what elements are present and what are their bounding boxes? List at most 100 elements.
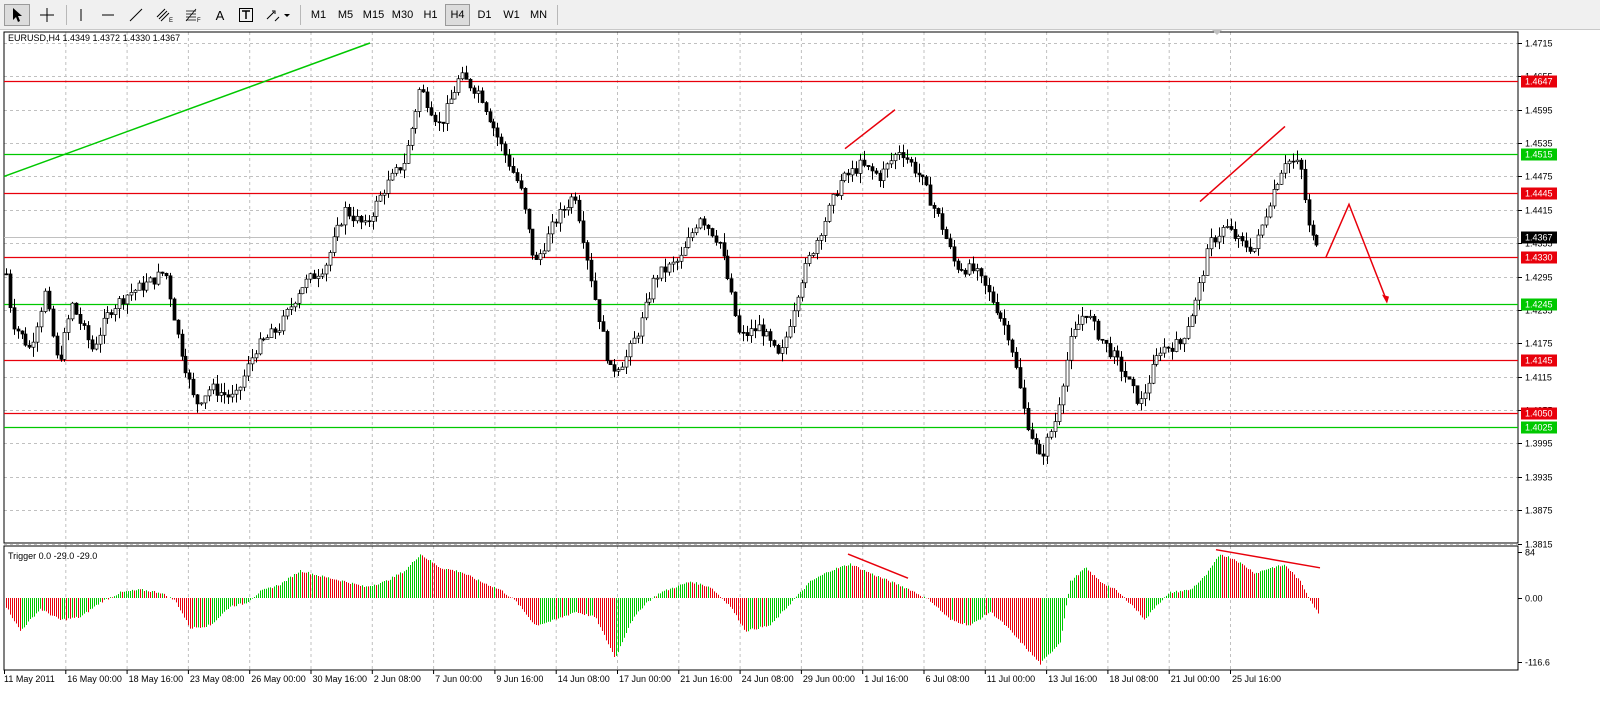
candle: [831, 193, 836, 214]
svg-text:F: F: [197, 18, 201, 23]
equidistant-channel-icon[interactable]: E: [152, 4, 178, 26]
candle: [183, 348, 188, 378]
candle: [1268, 202, 1273, 219]
timeframe-h4[interactable]: H4: [445, 4, 470, 26]
candle: [51, 305, 56, 338]
candle: [757, 315, 762, 332]
candle: [956, 258, 961, 274]
candle: [569, 193, 574, 214]
indicator-tick: 0.00: [1525, 594, 1543, 604]
candle: [1311, 220, 1316, 241]
candle: [772, 339, 777, 348]
candle: [1061, 383, 1066, 414]
time-label: 30 May 16:00: [313, 674, 368, 684]
timeframe-m5[interactable]: M5: [337, 9, 354, 21]
candle: [390, 168, 395, 181]
candle: [1166, 346, 1171, 353]
text-label-icon[interactable]: [234, 4, 258, 26]
candle: [367, 215, 372, 228]
candle: [417, 87, 422, 118]
timeframe-m15[interactable]: M15: [362, 9, 385, 21]
candle: [991, 286, 996, 305]
candle: [12, 298, 17, 335]
price-divergence-line[interactable]: [1199, 125, 1286, 203]
candle: [706, 224, 711, 236]
candle: [1275, 182, 1280, 191]
candle: [308, 272, 313, 284]
arrows-icon[interactable]: [262, 4, 294, 26]
candle: [1236, 234, 1241, 248]
candle: [655, 274, 660, 288]
candle: [293, 301, 298, 312]
candle: [690, 228, 695, 242]
candle: [768, 328, 773, 348]
trendline-icon[interactable]: [124, 4, 148, 26]
candle: [1240, 232, 1245, 247]
indicator-divergence-line[interactable]: [1215, 548, 1321, 569]
candle: [1186, 317, 1191, 340]
candle: [195, 394, 200, 413]
candle: [909, 156, 914, 167]
price-divergence-line[interactable]: [844, 109, 896, 150]
candle: [1244, 232, 1249, 253]
cursor-icon[interactable]: [4, 4, 30, 26]
candle: [803, 257, 808, 288]
price-tag-label: 1.4330: [1525, 253, 1553, 263]
price-tick: 1.4475: [1525, 172, 1553, 182]
candle: [683, 241, 688, 256]
vertical-line-icon[interactable]: [70, 4, 92, 26]
timeframe-w1[interactable]: W1: [503, 9, 520, 21]
forecast-arrow[interactable]: [1325, 202, 1389, 304]
price-tag: [1521, 75, 1557, 88]
candle: [117, 295, 122, 319]
time-label: 7 Jun 00:00: [435, 674, 482, 684]
candle: [1162, 338, 1167, 358]
trigger-histogram: [6, 554, 1319, 665]
candle: [335, 217, 340, 241]
price-tick: 1.4415: [1525, 206, 1553, 216]
horizontal-line-icon[interactable]: [96, 4, 120, 26]
candle: [191, 372, 196, 398]
indicator-info: Trigger 0.0 -29.0 -29.0: [8, 551, 97, 561]
candle: [1127, 376, 1132, 380]
price-chart[interactable]: 1.47151.46551.45951.45351.44751.44151.43…: [0, 30, 1600, 703]
candle: [589, 252, 594, 288]
candle: [121, 295, 126, 310]
candle: [749, 319, 754, 343]
indicator-divergence-line[interactable]: [847, 553, 909, 579]
candle: [343, 201, 348, 235]
uptrend-line[interactable]: [3, 42, 371, 178]
timeframe-mn[interactable]: MN: [529, 9, 548, 21]
timeframe-m1[interactable]: M1: [310, 9, 327, 21]
candle: [952, 240, 957, 267]
candle: [43, 288, 48, 314]
text-icon[interactable]: A: [215, 7, 225, 23]
candle: [215, 375, 220, 403]
candle: [1123, 361, 1128, 383]
candle: [729, 273, 734, 295]
candle: [464, 65, 469, 80]
candle: [862, 150, 867, 168]
timeframe-h1[interactable]: H1: [423, 9, 438, 21]
candle: [566, 199, 571, 216]
candle: [320, 268, 325, 280]
candle: [1057, 397, 1062, 426]
candle: [753, 319, 758, 339]
candle: [850, 160, 855, 182]
candle: [230, 385, 235, 403]
price-tags: 1.4647 1.4515 1.4445 1.4330 1.4245 1.4145 1.40…: [1521, 75, 1557, 434]
candle: [1100, 338, 1105, 344]
candle: [987, 278, 992, 302]
scroll-marker-icon[interactable]: [1212, 30, 1222, 35]
candle: [671, 256, 676, 273]
candle: [371, 212, 376, 230]
timeframe-m30[interactable]: M30: [391, 9, 414, 21]
candle: [1213, 235, 1218, 248]
price-tag: [1521, 407, 1557, 420]
crosshair-icon[interactable]: [34, 4, 60, 26]
timeframe-d1[interactable]: D1: [477, 9, 492, 21]
candle: [1174, 331, 1179, 353]
candle: [998, 310, 1003, 322]
fibonacci-icon[interactable]: F: [180, 4, 206, 26]
candle: [1158, 347, 1163, 362]
